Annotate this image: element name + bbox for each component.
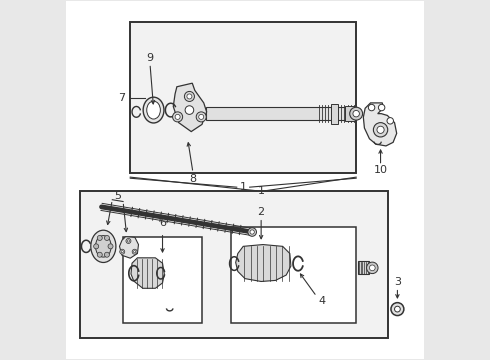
Circle shape [373, 123, 388, 137]
Ellipse shape [96, 235, 111, 257]
Circle shape [121, 251, 123, 253]
Circle shape [108, 244, 113, 249]
Circle shape [391, 303, 404, 316]
Circle shape [97, 235, 102, 240]
Circle shape [184, 91, 195, 102]
Circle shape [367, 262, 378, 274]
Circle shape [175, 114, 180, 120]
Circle shape [134, 251, 136, 253]
Text: 5: 5 [114, 191, 121, 201]
Bar [345, 107, 355, 121]
Circle shape [97, 252, 102, 257]
Circle shape [199, 114, 204, 120]
Circle shape [350, 107, 363, 120]
Circle shape [126, 238, 131, 243]
Circle shape [248, 228, 256, 236]
Circle shape [196, 112, 206, 122]
Bar [123, 237, 202, 323]
Circle shape [132, 249, 137, 254]
Ellipse shape [91, 230, 116, 262]
Polygon shape [131, 258, 164, 288]
Circle shape [104, 252, 109, 257]
Text: 1: 1 [258, 186, 265, 196]
Circle shape [187, 94, 192, 99]
Text: 7: 7 [118, 93, 125, 103]
Circle shape [378, 104, 385, 111]
Text: 10: 10 [373, 165, 388, 175]
Bar [331, 104, 338, 124]
Circle shape [172, 112, 183, 122]
Text: 2: 2 [258, 207, 265, 217]
Bar [358, 261, 369, 274]
Text: 4: 4 [318, 296, 326, 306]
Polygon shape [173, 83, 207, 132]
Circle shape [377, 126, 384, 134]
Polygon shape [120, 237, 139, 258]
Circle shape [369, 265, 375, 271]
Circle shape [394, 306, 400, 312]
Ellipse shape [147, 101, 160, 119]
Circle shape [387, 118, 393, 124]
Polygon shape [236, 244, 291, 282]
Polygon shape [364, 103, 397, 146]
Circle shape [120, 249, 125, 254]
Circle shape [250, 230, 254, 234]
Text: 9: 9 [147, 53, 153, 63]
Circle shape [127, 240, 129, 242]
Bar [205, 107, 354, 120]
Circle shape [368, 104, 375, 111]
Bar [231, 226, 356, 323]
Circle shape [185, 106, 194, 114]
Text: 3: 3 [394, 277, 401, 287]
Bar [80, 191, 389, 338]
Circle shape [104, 235, 109, 240]
Text: 1: 1 [240, 182, 246, 192]
Ellipse shape [143, 97, 164, 123]
Circle shape [94, 244, 98, 249]
Circle shape [353, 111, 359, 117]
Text: 6: 6 [159, 218, 166, 228]
Text: 8: 8 [190, 174, 196, 184]
Bar [130, 22, 356, 173]
